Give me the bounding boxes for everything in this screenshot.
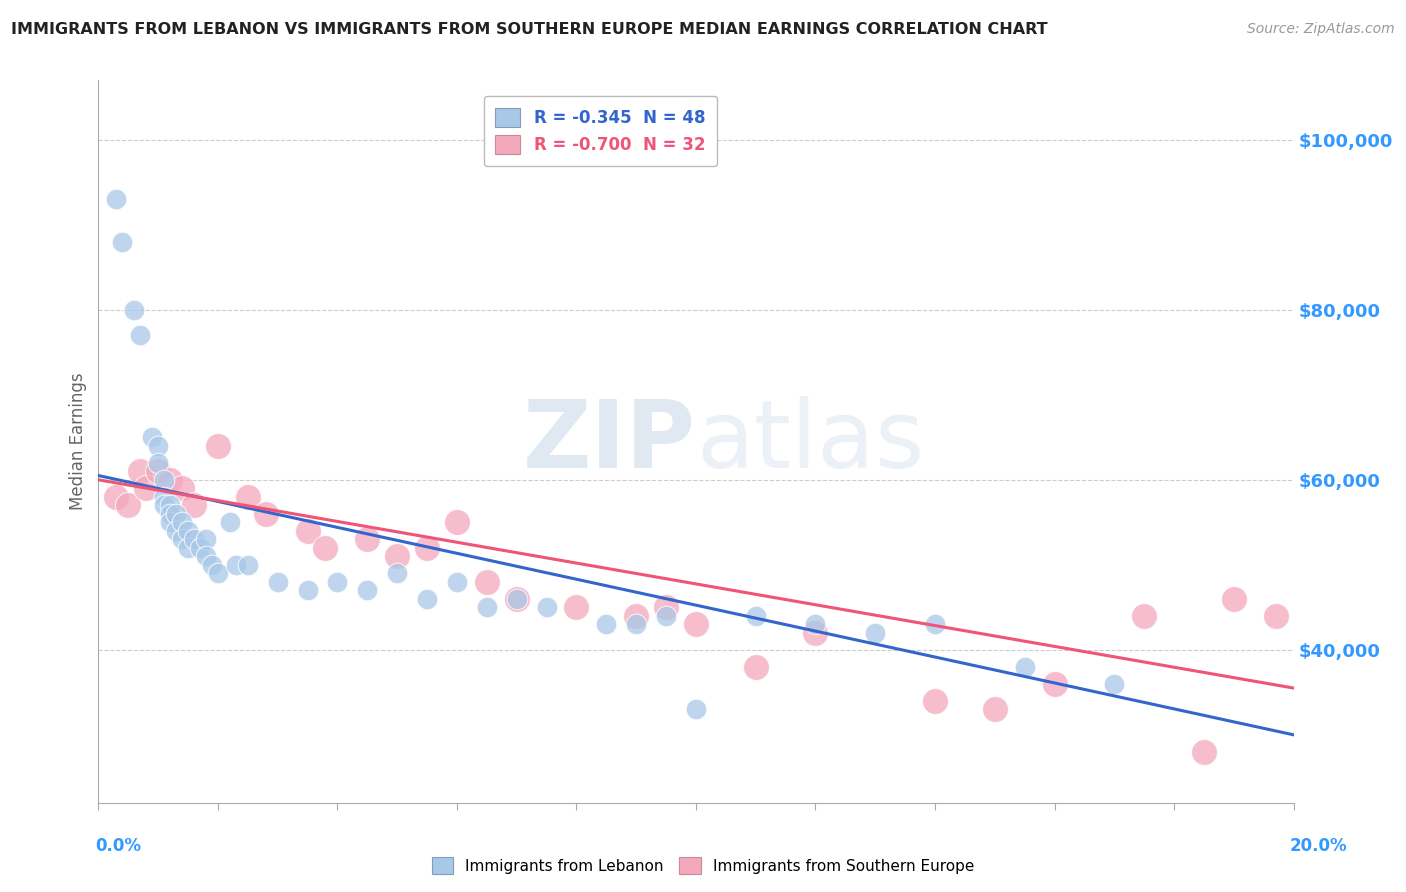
Point <box>595 617 617 632</box>
Point <box>297 524 319 538</box>
Point <box>326 574 349 589</box>
Text: Source: ZipAtlas.com: Source: ZipAtlas.com <box>1247 22 1395 37</box>
Point <box>165 507 187 521</box>
Point <box>105 490 128 504</box>
Point <box>506 591 529 606</box>
Point <box>195 533 218 547</box>
Point <box>236 558 259 572</box>
Point <box>655 600 678 615</box>
Point <box>655 608 678 623</box>
Point <box>626 617 648 632</box>
Text: atlas: atlas <box>696 395 924 488</box>
Point <box>159 507 181 521</box>
Text: 20.0%: 20.0% <box>1289 837 1347 855</box>
Point <box>129 328 152 343</box>
Point <box>1192 745 1215 759</box>
Text: 0.0%: 0.0% <box>96 837 142 855</box>
Point <box>506 591 529 606</box>
Point <box>135 481 157 495</box>
Point <box>183 533 205 547</box>
Point <box>172 533 194 547</box>
Point <box>207 566 229 581</box>
Point <box>267 574 290 589</box>
Point <box>1133 608 1156 623</box>
Point <box>416 591 439 606</box>
Point <box>117 498 139 512</box>
Point <box>865 625 887 640</box>
Point <box>148 464 170 478</box>
Point <box>177 524 200 538</box>
Point <box>984 702 1007 716</box>
Point <box>207 439 229 453</box>
Point <box>1014 660 1036 674</box>
Point <box>177 541 200 555</box>
Point <box>148 456 170 470</box>
Point <box>924 617 946 632</box>
Point <box>195 549 218 564</box>
Point <box>356 583 378 598</box>
Point <box>536 600 558 615</box>
Point <box>804 617 827 632</box>
Point <box>153 490 176 504</box>
Point <box>183 498 205 512</box>
Point <box>201 558 224 572</box>
Point <box>111 235 134 249</box>
Point <box>1223 591 1246 606</box>
Point <box>148 439 170 453</box>
Point <box>141 430 163 444</box>
Point <box>219 516 242 530</box>
Point <box>225 558 247 572</box>
Point <box>446 574 468 589</box>
Point <box>236 490 259 504</box>
Point <box>165 524 187 538</box>
Point <box>446 516 468 530</box>
Y-axis label: Median Earnings: Median Earnings <box>69 373 87 510</box>
Text: ZIP: ZIP <box>523 395 696 488</box>
Point <box>188 541 211 555</box>
Point <box>159 473 181 487</box>
Point <box>565 600 588 615</box>
Point <box>475 574 498 589</box>
Point <box>159 516 181 530</box>
Point <box>1104 677 1126 691</box>
Point <box>105 192 128 206</box>
Point <box>315 541 337 555</box>
Point <box>685 702 707 716</box>
Point <box>416 541 439 555</box>
Point <box>685 617 707 632</box>
Point <box>356 533 378 547</box>
Point <box>159 498 181 512</box>
Point <box>385 549 409 564</box>
Point <box>153 473 176 487</box>
Text: IMMIGRANTS FROM LEBANON VS IMMIGRANTS FROM SOUTHERN EUROPE MEDIAN EARNINGS CORRE: IMMIGRANTS FROM LEBANON VS IMMIGRANTS FR… <box>11 22 1047 37</box>
Point <box>153 498 176 512</box>
Point <box>1264 608 1286 623</box>
Legend: Immigrants from Lebanon, Immigrants from Southern Europe: Immigrants from Lebanon, Immigrants from… <box>426 851 980 880</box>
Point <box>172 481 194 495</box>
Point <box>804 625 827 640</box>
Point <box>254 507 277 521</box>
Point <box>124 302 146 317</box>
Point <box>745 660 768 674</box>
Point <box>172 516 194 530</box>
Point <box>626 608 648 623</box>
Point <box>129 464 152 478</box>
Point <box>1043 677 1066 691</box>
Point <box>745 608 768 623</box>
Point <box>924 694 946 708</box>
Point <box>385 566 409 581</box>
Legend: R = -0.345  N = 48, R = -0.700  N = 32: R = -0.345 N = 48, R = -0.700 N = 32 <box>484 95 717 166</box>
Point <box>297 583 319 598</box>
Point <box>475 600 498 615</box>
